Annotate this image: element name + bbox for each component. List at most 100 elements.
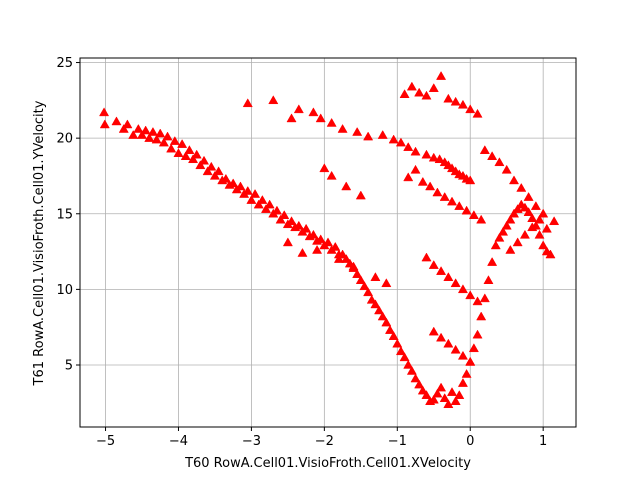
data-point — [308, 229, 319, 239]
data-point — [457, 350, 468, 360]
data-point — [468, 210, 479, 219]
data-point — [122, 119, 133, 129]
data-point — [454, 390, 465, 399]
x-tick-label: −4 — [169, 434, 188, 449]
data-point — [512, 204, 523, 213]
data-point — [326, 117, 337, 127]
data-point — [286, 216, 297, 226]
data-point — [188, 154, 199, 164]
data-point — [333, 254, 344, 263]
data-point — [450, 344, 461, 354]
data-point — [428, 152, 439, 162]
data-point — [128, 130, 139, 139]
data-point — [457, 284, 468, 294]
data-point — [308, 107, 319, 117]
data-point — [260, 204, 272, 213]
data-point — [527, 222, 538, 232]
data-point — [483, 275, 494, 285]
data-point — [403, 359, 414, 369]
data-point — [439, 192, 450, 201]
data-point — [381, 278, 392, 288]
data-point — [512, 237, 523, 247]
data-point — [235, 181, 246, 191]
x-tick-label: −5 — [96, 434, 115, 449]
data-point — [322, 237, 334, 247]
data-point — [355, 190, 366, 200]
data-point — [374, 305, 385, 315]
data-point — [250, 189, 261, 198]
data-point — [479, 145, 490, 154]
data-point — [494, 232, 505, 242]
data-point — [293, 220, 304, 230]
data-point — [461, 205, 472, 215]
data-point — [454, 201, 465, 210]
data-point — [297, 247, 308, 257]
data-point — [136, 130, 148, 139]
data-point — [538, 240, 549, 250]
y-axis-ticks: 5 10 15 20 25 — [56, 56, 80, 373]
data-point — [315, 234, 326, 244]
data-point — [195, 160, 206, 170]
x-tick-label: 1 — [539, 434, 547, 449]
data-point — [162, 131, 173, 141]
data-point — [406, 81, 417, 91]
data-point — [421, 252, 432, 262]
data-point — [144, 133, 155, 142]
data-point — [468, 343, 479, 353]
data-point — [99, 107, 110, 117]
data-point — [173, 148, 184, 157]
data-point — [352, 269, 363, 278]
data-point — [286, 113, 297, 123]
data-point — [519, 229, 530, 239]
data-point — [428, 326, 439, 336]
data-point — [268, 95, 279, 105]
data-point — [508, 175, 520, 185]
data-point — [461, 368, 472, 378]
data-point — [381, 317, 392, 327]
data-point — [399, 352, 410, 362]
data-point — [494, 157, 505, 167]
data-point — [508, 208, 520, 218]
data-point — [293, 104, 304, 114]
data-point — [443, 338, 454, 348]
data-point — [545, 249, 556, 259]
data-point — [421, 90, 432, 100]
data-points — [99, 71, 560, 409]
data-point — [341, 254, 352, 263]
data-point — [388, 134, 399, 144]
data-point — [476, 311, 487, 321]
data-point — [414, 87, 425, 97]
data-point — [352, 126, 363, 136]
data-point — [301, 223, 312, 233]
data-point — [436, 382, 447, 392]
data-point — [443, 272, 454, 281]
data-point — [450, 278, 461, 288]
data-point — [213, 166, 224, 176]
data-point — [410, 146, 421, 156]
data-point — [312, 244, 323, 254]
x-tick-label: −1 — [388, 434, 407, 449]
y-tick-label: 5 — [65, 358, 73, 373]
data-point — [465, 356, 476, 366]
data-point — [282, 237, 293, 247]
data-point — [392, 338, 403, 348]
y-tick-label: 25 — [56, 56, 73, 71]
data-point — [465, 290, 476, 300]
data-point — [377, 311, 388, 321]
data-point — [370, 272, 381, 281]
y-tick-label: 15 — [56, 207, 73, 222]
data-point — [523, 192, 534, 201]
data-point — [388, 331, 399, 340]
data-point — [158, 137, 169, 147]
data-point — [99, 119, 110, 129]
data-point — [140, 125, 151, 135]
data-point — [377, 130, 388, 139]
data-point — [341, 181, 352, 191]
data-point — [432, 388, 443, 398]
data-point — [330, 241, 341, 251]
data-point — [519, 202, 530, 212]
data-point — [439, 393, 450, 402]
data-point — [446, 196, 458, 206]
data-point — [414, 379, 425, 389]
